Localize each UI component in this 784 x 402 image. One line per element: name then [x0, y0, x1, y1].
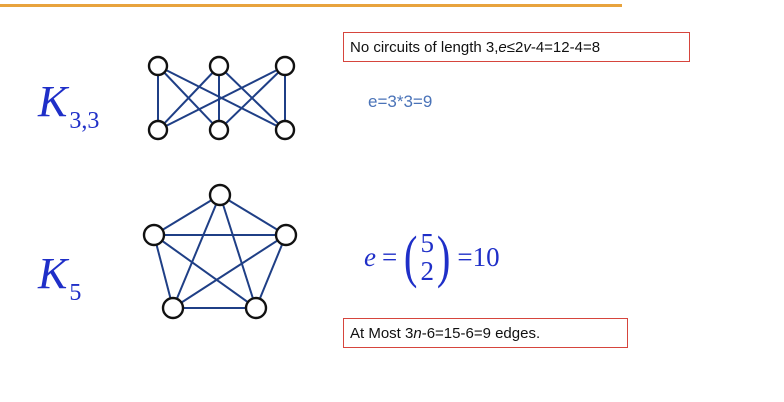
k33-edges [157, 65, 286, 131]
binomial-stack: 5 2 [420, 227, 435, 286]
k33-vertex [208, 55, 230, 77]
k33-graph [147, 55, 296, 141]
k33-vertex [147, 55, 169, 77]
k5-edge [172, 194, 221, 309]
k5-note-box: At Most 3 n -6=15-6=9 edges. [343, 318, 628, 348]
k33-note-v: v [523, 38, 531, 56]
k33-note-prefix: No circuits of length 3, [350, 38, 499, 56]
k5-label-main: K [38, 249, 68, 298]
k5-vertex [142, 223, 166, 247]
k33-label-main: K [38, 77, 68, 126]
k5-vertex [208, 183, 232, 207]
right-paren-glyph: ) [436, 224, 451, 289]
k5-note-n: n [413, 324, 422, 342]
k33-vertex [274, 55, 296, 77]
k33-vertex [147, 119, 169, 141]
k5-edge [219, 194, 287, 236]
k5-vertex [244, 296, 268, 320]
k33-label-subscript: 3,3 [69, 108, 100, 134]
k33-edge [218, 65, 286, 131]
k5-edge [219, 194, 257, 309]
binomial-top: 5 [420, 227, 435, 258]
k33-note-suffix: -4=12-4=8 [530, 38, 601, 56]
k5-edge [153, 234, 257, 309]
left-paren-glyph: ( [404, 224, 418, 289]
k33-vertex [274, 119, 296, 141]
k33-note-e: e [498, 38, 507, 56]
k5-edge [153, 234, 174, 309]
top-accent-rule [0, 4, 622, 7]
k5-edge [172, 234, 287, 309]
formula-result: =10 [457, 241, 500, 272]
k33-note-box: No circuits of length 3, e ≤2 v -4=12-4=8 [343, 32, 690, 62]
k5-note-suffix: -6=15-6=9 edges. [421, 324, 541, 342]
binomial-coefficient: ( 5 2 ) [401, 228, 453, 286]
binomial-bottom: 2 [420, 256, 435, 286]
k5-edge [255, 234, 287, 309]
k33-note-le: ≤2 [506, 38, 524, 56]
k5-edges [153, 194, 287, 309]
formula-variable-e: e [364, 241, 376, 272]
k5-label-subscript: 5 [69, 280, 82, 306]
k33-label: K3,3 [38, 77, 99, 134]
formula-equals: = [381, 241, 398, 272]
k5-vertex [161, 296, 185, 320]
k33-edge [157, 65, 220, 131]
k33-edge-count: e=3*3=9 [368, 92, 433, 111]
k33-vertices [147, 55, 296, 141]
k5-binomial-formula: e = ( 5 2 ) =10 [364, 228, 500, 286]
k5-note-prefix: At Most 3 [350, 324, 414, 342]
k5-label: K5 [38, 249, 81, 306]
k5-graph [142, 183, 298, 320]
k33-edge [157, 65, 286, 131]
k5-vertices [142, 183, 298, 320]
k5-edge [153, 194, 221, 236]
k5-vertex [274, 223, 298, 247]
k33-vertex [208, 119, 230, 141]
